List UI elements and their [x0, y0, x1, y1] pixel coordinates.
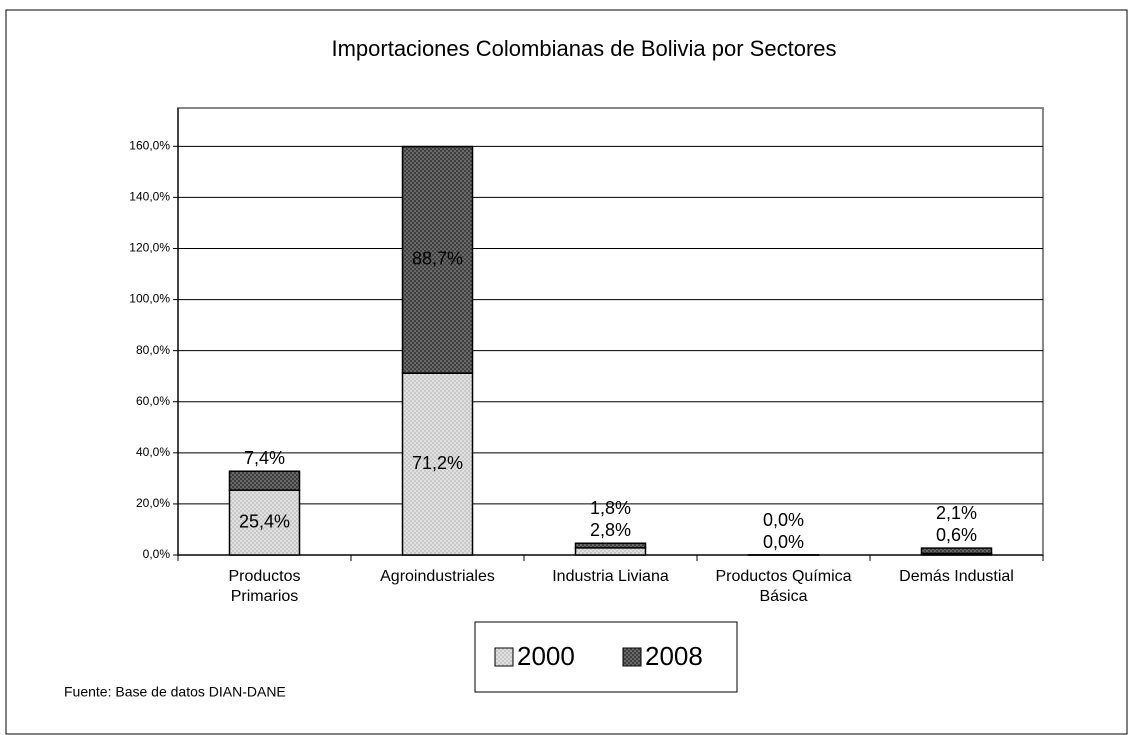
data-label: 25,4% [239, 511, 290, 531]
data-label: 0,0% [763, 532, 804, 552]
data-label: 0,6% [936, 525, 977, 545]
y-tick-label: 20,0% [136, 496, 170, 510]
legend-label: 2008 [645, 641, 703, 671]
y-tick-label: 0,0% [143, 547, 171, 561]
source-note: Fuente: Base de datos DIAN-DANE [64, 684, 286, 700]
bar-segment [228, 489, 301, 556]
x-tick-label: Industria Liviana [552, 568, 669, 585]
data-label: 88,7% [412, 249, 463, 269]
data-label: 0,0% [763, 510, 804, 530]
y-tick-label: 100,0% [129, 292, 170, 306]
x-tick-label: Productos Primarios [228, 568, 301, 605]
legend-label: 2000 [517, 641, 575, 671]
bar-segment [920, 547, 993, 555]
chart-title: Importaciones Colombianas de Bolivia por… [331, 36, 836, 61]
data-label: 7,4% [244, 448, 285, 468]
y-tick-label: 60,0% [136, 394, 170, 408]
plot-area [177, 107, 1044, 556]
y-tick-label: 40,0% [136, 445, 170, 459]
bar-segment [574, 542, 647, 549]
data-label: 2,1% [936, 503, 977, 523]
x-tick-label: Productos Química Básica [715, 568, 852, 605]
bar-segment [228, 470, 301, 491]
data-label: 2,8% [590, 520, 631, 540]
x-tick-label: Demás Industial [899, 568, 1014, 585]
legend-box [474, 621, 738, 693]
bar-segment [574, 547, 647, 556]
y-tick-label: 140,0% [129, 190, 170, 204]
bar-segment [401, 372, 474, 556]
data-label: 71,2% [412, 453, 463, 473]
legend-swatch [622, 647, 642, 667]
y-tick-label: 80,0% [136, 343, 170, 357]
data-label: 1,8% [590, 498, 631, 518]
y-tick-label: 160,0% [129, 138, 170, 152]
x-tick-label: Agroindustriales [380, 568, 495, 585]
legend-swatch [494, 647, 514, 667]
bar-segment [401, 145, 474, 374]
y-tick-label: 120,0% [129, 241, 170, 255]
